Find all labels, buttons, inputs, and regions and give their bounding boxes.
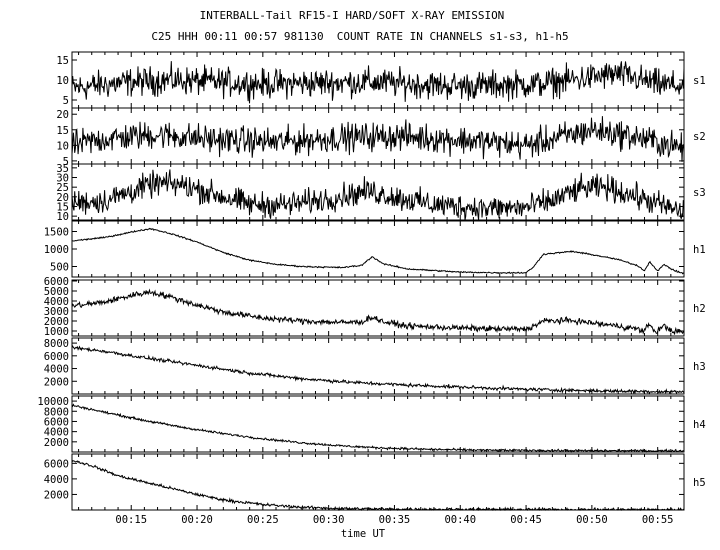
y-tick-label-h2: 1000 — [44, 326, 69, 338]
panel-frame-h5 — [71, 453, 685, 511]
panel-label-h4: h4 — [693, 419, 706, 431]
y-tick-label-s1: 15 — [56, 55, 69, 67]
y-tick-label-h2: 4000 — [44, 296, 69, 308]
panel-frame-h1 — [71, 220, 685, 278]
y-tick-label-h4: 4000 — [44, 427, 69, 439]
series-line-s3 — [71, 169, 685, 221]
x-tick-label: 00:45 — [510, 514, 542, 526]
y-tick-label-h2: 2000 — [44, 316, 69, 328]
series-line-h4 — [71, 403, 685, 454]
y-tick-label-h3: 2000 — [44, 376, 69, 388]
series-line-s1 — [71, 61, 685, 104]
panel-label-s1: s1 — [693, 75, 706, 87]
panel-frame-s3 — [71, 163, 685, 221]
y-tick-label-h4: 10000 — [37, 396, 69, 408]
series-line-h2 — [71, 288, 685, 335]
y-tick-label-s2: 15 — [56, 125, 69, 137]
y-tick-label-s3: 30 — [56, 173, 69, 185]
y-tick-label-h2: 5000 — [44, 286, 69, 298]
y-tick-label-h1: 1000 — [44, 244, 69, 256]
y-tick-label-s3: 20 — [56, 192, 69, 204]
panel-label-h2: h2 — [693, 303, 706, 315]
y-tick-label-h1: 500 — [50, 262, 69, 274]
x-tick-label: 00:50 — [576, 514, 608, 526]
y-tick-label-h3: 6000 — [44, 351, 69, 363]
x-tick-label: 00:25 — [247, 514, 279, 526]
y-tick-label-h3: 8000 — [44, 338, 69, 350]
y-tick-label-h2: 3000 — [44, 306, 69, 318]
y-tick-label-s2: 10 — [56, 140, 69, 152]
y-tick-label-s3: 35 — [56, 163, 69, 175]
x-tick-label: 00:55 — [642, 514, 674, 526]
y-tick-label-h2: 6000 — [44, 276, 69, 288]
panel-label-h5: h5 — [693, 477, 706, 489]
y-tick-label-s2: 20 — [56, 109, 69, 121]
series-line-s2 — [71, 116, 685, 162]
panel-frame-h2 — [71, 279, 685, 337]
y-tick-label-h4: 2000 — [44, 437, 69, 449]
chart-subtitle: C25 HHH 00:11 00:57 981130 COUNT RATE IN… — [151, 30, 569, 43]
panel-label-h3: h3 — [693, 361, 706, 373]
x-tick-label: 00:20 — [181, 514, 213, 526]
x-tick-label: 00:40 — [444, 514, 476, 526]
chart-title: INTERBALL-Tail RF15-I HARD/SOFT X-RAY EM… — [199, 9, 505, 22]
y-tick-label-h5: 4000 — [44, 474, 69, 486]
panel-label-s2: s2 — [693, 131, 706, 143]
y-tick-label-h4: 8000 — [44, 406, 69, 418]
y-tick-label-h3: 4000 — [44, 364, 69, 376]
y-tick-label-s3: 15 — [56, 201, 69, 213]
panel-frame-h3 — [71, 337, 685, 395]
y-tick-label-h4: 6000 — [44, 416, 69, 428]
y-tick-label-s1: 10 — [56, 75, 69, 87]
y-tick-label-h5: 2000 — [44, 489, 69, 501]
x-tick-label: 00:35 — [379, 514, 411, 526]
y-tick-label-s3: 10 — [56, 211, 69, 223]
series-line-h3 — [71, 345, 685, 395]
series-line-h1 — [72, 227, 685, 275]
x-axis-label: time UT — [341, 528, 386, 540]
y-tick-label-s2: 5 — [63, 156, 69, 168]
y-tick-label-s3: 25 — [56, 182, 69, 194]
x-tick-label: 00:15 — [115, 514, 147, 526]
x-tick-label: 00:30 — [313, 514, 345, 526]
series-line-h5 — [71, 459, 685, 512]
y-tick-label-h5: 6000 — [44, 458, 69, 470]
panel-label-h1: h1 — [693, 244, 706, 256]
panel-frame-h4 — [71, 395, 685, 453]
y-tick-label-h1: 1500 — [44, 227, 69, 239]
y-tick-label-s1: 5 — [63, 95, 69, 107]
panel-label-s3: s3 — [693, 187, 706, 199]
